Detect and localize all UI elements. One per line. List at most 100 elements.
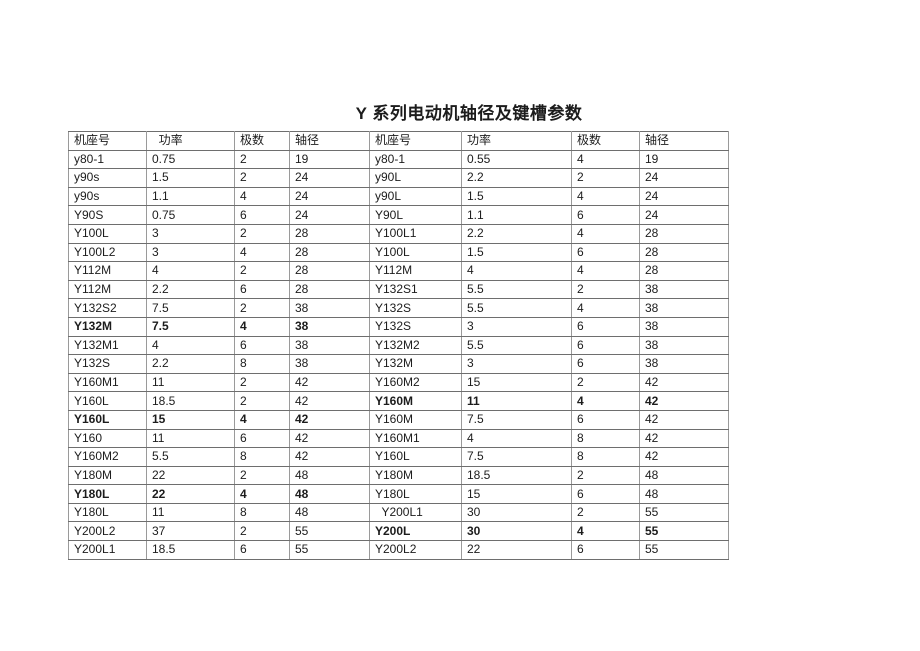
column-header: 功率 — [461, 131, 572, 151]
table-cell: 1.5 — [461, 186, 572, 207]
table-cell: Y132M1 — [68, 335, 147, 356]
table-cell: 15 — [146, 409, 235, 430]
table-cell: 1.5 — [146, 168, 235, 188]
table-cell: 2 — [571, 372, 640, 393]
table-cell: 6 — [571, 484, 640, 504]
table-cell: y80-1 — [369, 149, 462, 170]
table-cell: 38 — [289, 354, 370, 374]
table-cell: 6 — [234, 205, 290, 225]
table-cell: 6 — [234, 540, 290, 560]
table-row: Y180M 22 2 48 Y180M 18.5 2 48 — [68, 465, 729, 486]
table-cell: 4 — [234, 242, 290, 263]
table-cell: Y132M — [68, 316, 147, 337]
table-row: y90s 1.1 4 24 y90L 1.5 4 24 — [68, 186, 729, 207]
table-cell: 6 — [571, 409, 640, 430]
table-cell: Y132S — [369, 298, 462, 318]
table-cell: 7.5 — [146, 298, 235, 318]
table-row: Y160M2 5.5 8 42 Y160L 7.5 8 42 — [68, 447, 729, 467]
table-cell: y90L — [369, 186, 462, 207]
table-cell: Y160M2 — [369, 372, 462, 393]
table-cell: Y132S1 — [369, 279, 462, 300]
table-cell: Y112M — [68, 279, 147, 300]
table-cell: Y132S — [68, 354, 147, 374]
table-cell: 7.5 — [461, 409, 572, 430]
table-row: Y132S 2.2 8 38 Y132M 3 6 38 — [68, 354, 729, 374]
table-row: Y200L2 37 2 55 Y200L 30 4 55 — [68, 521, 729, 542]
table-cell: Y100L1 — [369, 223, 462, 244]
table-cell: y80-1 — [68, 149, 147, 170]
table-cell: Y132M — [369, 354, 462, 374]
table-cell: 55 — [639, 521, 729, 542]
table-cell: 15 — [461, 484, 572, 504]
table-cell: 6 — [571, 540, 640, 560]
table-cell: 55 — [639, 540, 729, 560]
table-cell: 48 — [639, 465, 729, 486]
table-cell: Y160M2 — [68, 447, 147, 467]
table-cell: Y160M — [369, 391, 462, 411]
table-cell: 3 — [461, 354, 572, 374]
table-cell: 0.75 — [146, 149, 235, 170]
table-cell: 4 — [146, 261, 235, 281]
table-cell: 2 — [234, 298, 290, 318]
column-header: 极数 — [234, 131, 290, 151]
table-cell: 30 — [461, 502, 572, 523]
table-cell: 24 — [639, 205, 729, 225]
column-header: 机座号 — [68, 131, 147, 151]
table-cell: y90s — [68, 186, 147, 207]
table-cell: Y112M — [68, 261, 147, 281]
table-cell: 42 — [289, 447, 370, 467]
table-row: Y100L 3 2 28 Y100L1 2.2 4 28 — [68, 223, 729, 244]
table-cell: Y112M — [369, 261, 462, 281]
table-cell: 24 — [639, 186, 729, 207]
table-cell: 4 — [571, 223, 640, 244]
table-row: Y160L 18.5 2 42 Y160M 11 4 42 — [68, 391, 729, 411]
table-cell: 2 — [234, 465, 290, 486]
table-row: Y180L 22 4 48 Y180L 15 6 48 — [68, 484, 729, 504]
table-cell: 2 — [571, 168, 640, 188]
table-cell: 5.5 — [146, 447, 235, 467]
table-cell: y90s — [68, 168, 147, 188]
table-cell: 4 — [571, 186, 640, 207]
table-cell: 28 — [289, 223, 370, 244]
table-cell: 11 — [146, 428, 235, 449]
table-cell: 48 — [289, 465, 370, 486]
table-cell: Y160M1 — [68, 372, 147, 393]
table-cell: 22 — [461, 540, 572, 560]
column-header: 机座号 — [369, 131, 462, 151]
table-cell: 30 — [461, 521, 572, 542]
table-cell: 42 — [639, 447, 729, 467]
table-cell: 2.2 — [461, 223, 572, 244]
table-cell: 38 — [639, 354, 729, 374]
table-cell: 42 — [289, 409, 370, 430]
table-row: Y160 11 6 42 Y160M1 4 8 42 — [68, 428, 729, 449]
column-header: 轴径 — [639, 131, 729, 151]
table-cell: Y100L — [369, 242, 462, 263]
table-cell: 8 — [234, 354, 290, 374]
table-cell: Y200L1 — [369, 502, 462, 523]
table-cell: Y100L — [68, 223, 147, 244]
page-title: Y 系列电动机轴径及键槽参数 — [355, 104, 583, 123]
table-cell: 2 — [234, 521, 290, 542]
table-cell: 28 — [289, 242, 370, 263]
table-cell: 7.5 — [146, 316, 235, 337]
table-cell: 8 — [234, 502, 290, 523]
table-cell: 6 — [571, 316, 640, 337]
table-cell: 6 — [571, 354, 640, 374]
table-cell: 2 — [234, 223, 290, 244]
table-cell: 3 — [146, 223, 235, 244]
table-cell: 8 — [571, 428, 640, 449]
table-cell: Y180L — [68, 484, 147, 504]
table-cell: 2 — [234, 149, 290, 170]
table-cell: 28 — [639, 242, 729, 263]
table-cell: 55 — [289, 540, 370, 560]
table-cell: 19 — [639, 149, 729, 170]
table-cell: 55 — [289, 521, 370, 542]
table-cell: 22 — [146, 484, 235, 504]
column-header: 极数 — [571, 131, 640, 151]
table-cell: Y132M2 — [369, 335, 462, 356]
table-cell: 11 — [146, 372, 235, 393]
table-cell: 2 — [234, 168, 290, 188]
table-cell: 38 — [639, 279, 729, 300]
table-cell: Y200L1 — [68, 540, 147, 560]
table-row: Y160L 15 4 42 Y160M 7.5 6 42 — [68, 409, 729, 430]
